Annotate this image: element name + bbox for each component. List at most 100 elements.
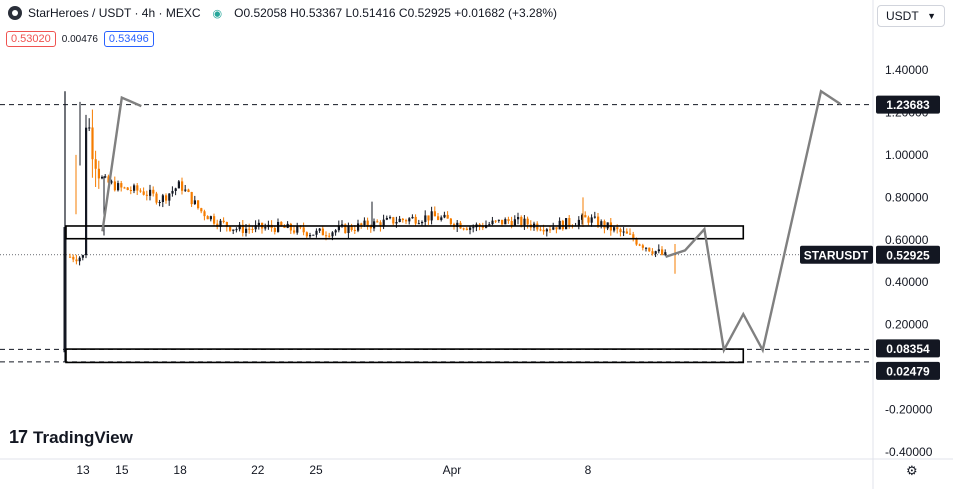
zone-box-1 [65, 348, 745, 364]
candle-body [142, 191, 145, 195]
price-label-box-2 [876, 339, 940, 358]
candle-body [117, 183, 120, 191]
zone-box-0 [65, 225, 745, 240]
candle-body [273, 227, 276, 232]
candle-body [264, 227, 267, 229]
candle-body [398, 218, 401, 223]
candle-body [97, 168, 100, 179]
candle-body [369, 226, 372, 229]
candle-body [225, 222, 228, 227]
candle-body [337, 225, 340, 231]
candle-body [600, 221, 603, 227]
candle-body [597, 216, 600, 227]
candle-body [504, 219, 507, 225]
price-label-value-0: 1.23683 [886, 98, 930, 112]
candle-body [430, 211, 433, 221]
candle-body [449, 218, 452, 225]
price-label-value-3: 0.02479 [886, 364, 930, 378]
candle-body [219, 220, 222, 227]
candle-body [661, 249, 664, 255]
candle-body [88, 127, 91, 129]
candle-body [373, 221, 376, 229]
currency-value: USDT [886, 9, 919, 23]
candle-body [280, 221, 283, 226]
candle-body [209, 216, 212, 220]
candle-body [645, 247, 648, 249]
candle-body [401, 218, 404, 221]
candle-body [81, 255, 84, 258]
candle-body [139, 190, 142, 192]
candle-body [408, 218, 411, 222]
tradingview-watermark[interactable]: 17 TradingView [9, 427, 133, 448]
price-label-box-0 [876, 95, 940, 114]
candle-body [491, 220, 494, 225]
currency-select[interactable]: USDT ▼ [877, 5, 945, 27]
bid-price-button[interactable]: 0.53020 [6, 31, 56, 47]
candle-body [149, 189, 152, 196]
candle-body [392, 217, 395, 224]
candle-body [257, 222, 260, 226]
candle-body [465, 228, 468, 230]
y-tick-label-2: 1.00000 [885, 148, 929, 162]
candle-body [363, 220, 366, 226]
candle-body [414, 216, 417, 224]
candle-body [526, 218, 529, 225]
candle-body [427, 215, 430, 221]
candle-body [462, 228, 465, 230]
candle-body [312, 234, 315, 236]
candle-body [622, 231, 625, 233]
candle-body [203, 211, 206, 217]
gear-icon[interactable]: ⚙ [906, 463, 918, 478]
candle-body [433, 211, 436, 217]
candle-body [293, 230, 296, 233]
candle-body [366, 220, 369, 227]
candle-body [389, 217, 392, 219]
chart-legend: StarHeroes / USDT · 4h · MEXC ◉ O0.52058… [8, 6, 557, 20]
symbol-title[interactable]: StarHeroes / USDT · 4h · MEXC [28, 6, 201, 20]
bid-ask-panel: 0.53020 0.00476 0.53496 [6, 31, 154, 47]
y-tick-label-8: -0.20000 [885, 403, 933, 417]
y-tick-label-9: -0.40000 [885, 445, 933, 459]
candle-body [72, 256, 75, 260]
candle-body [501, 219, 504, 225]
price-label-symbol-1: STARUSDT [804, 248, 869, 262]
price-label-symbol-box-1 [800, 245, 873, 264]
candle-body [289, 223, 292, 231]
candle-body [296, 225, 299, 233]
candle-body [360, 223, 363, 226]
zones-layer [65, 225, 745, 364]
candle-body [517, 217, 520, 220]
candle-body [245, 228, 248, 233]
candle-body [584, 215, 587, 218]
candle-body [283, 225, 286, 228]
candle-body [443, 214, 446, 218]
candle-body [197, 200, 200, 209]
candle-body [577, 219, 580, 226]
candle-body [376, 221, 379, 223]
price-label-value-1: 0.52925 [886, 248, 930, 262]
candle-body [625, 231, 628, 234]
candle-body [104, 176, 107, 178]
starheroes-logo-icon [8, 6, 22, 20]
x-tick-label-5: 15 [115, 463, 129, 477]
projection-path-0 [101, 95, 142, 232]
candle-body [113, 181, 116, 191]
candle-body [120, 183, 123, 188]
candle-body [165, 195, 168, 201]
candle-body [222, 220, 225, 223]
candle-body [481, 226, 484, 228]
candle-body [155, 193, 158, 203]
candle-body [91, 127, 94, 160]
candle-body [629, 233, 632, 235]
eye-icon[interactable]: ◉ [212, 7, 223, 20]
candle-body [302, 227, 305, 233]
candle-body [177, 181, 180, 189]
candle-body [513, 219, 516, 227]
candle-body [251, 229, 254, 231]
candle-body [241, 224, 244, 233]
ask-price-button[interactable]: 0.53496 [103, 31, 154, 47]
candle-body [190, 191, 193, 205]
